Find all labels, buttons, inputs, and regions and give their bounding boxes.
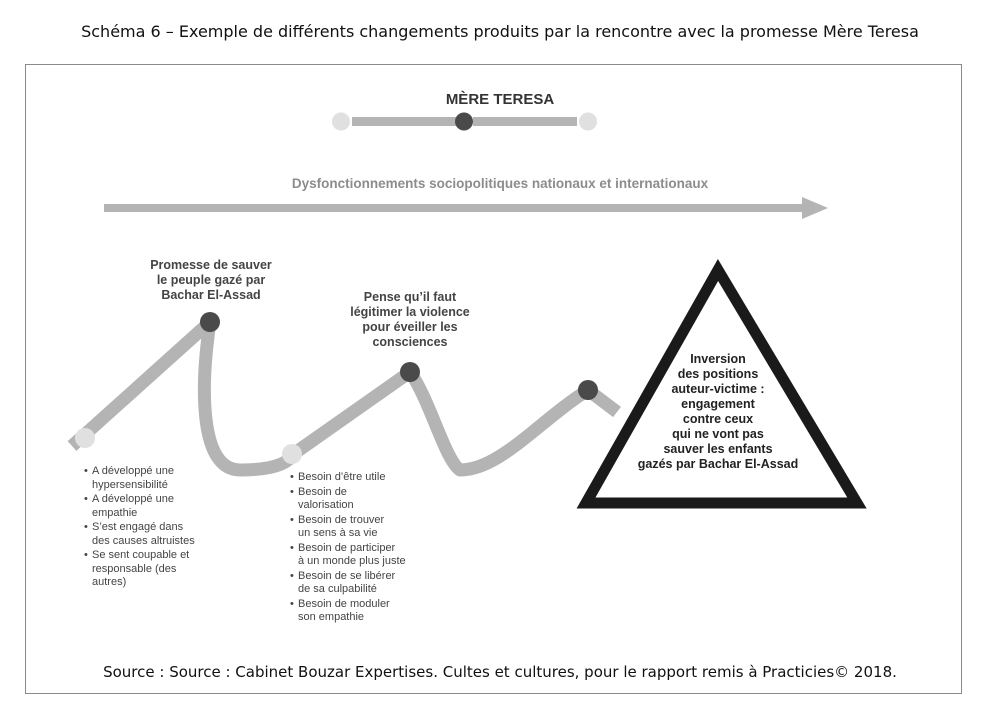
header-bar-right (473, 117, 577, 126)
node-start (75, 428, 95, 448)
timeline-arrow (104, 197, 828, 219)
arrow-shaft (104, 204, 804, 212)
header-title: MÈRE TERESA (445, 91, 555, 108)
list-item: Se sent coupable et responsable (des aut… (84, 549, 234, 590)
inversion-triangle (576, 259, 867, 509)
header-dot-right (579, 112, 597, 131)
arrow-head (802, 197, 828, 219)
arrow-label: Dysfonctionnements sociopolitiques natio… (291, 176, 709, 191)
list-item: A développé une empathie (84, 493, 234, 520)
list-item: Besoin d’être utile (290, 471, 440, 485)
source-note: Source : Source : Cabinet Bouzar Experti… (103, 663, 897, 681)
node-promise (200, 312, 220, 332)
list-item: Besoin de se libérer de sa culpabilité (290, 570, 440, 597)
node-violence (400, 362, 420, 382)
middle-bullet-list: Besoin d’être utile Besoin de valorisati… (290, 471, 440, 626)
header-bar-left (352, 117, 456, 126)
triangle-text: Inversion des positions auteur-victime :… (637, 352, 799, 471)
node-needs (282, 444, 302, 464)
list-item: A développé une hypersensibilité (84, 465, 234, 492)
figure-caption: Schéma 6 – Exemple de différents changem… (81, 22, 919, 41)
node-end (578, 380, 598, 400)
left-bullet-list: A développé une hypersensibilité A dével… (84, 465, 234, 591)
list-item: Besoin de moduler son empathie (290, 598, 440, 625)
header-dot-left (332, 112, 350, 131)
header-dot-center (455, 112, 473, 131)
promise-label: Promesse de sauver le peuple gazé par Ba… (150, 258, 272, 302)
list-item: Besoin de trouver un sens à sa vie (290, 514, 440, 541)
list-item: Besoin de valorisation (290, 486, 440, 513)
header-progress-bar (332, 112, 597, 131)
list-item: S’est engagé dans des causes altruistes (84, 521, 234, 548)
violence-label: Pense qu’il faut légitimer la violence p… (350, 290, 470, 349)
list-item: Besoin de participer à un monde plus jus… (290, 542, 440, 569)
diagram-frame (25, 64, 962, 694)
